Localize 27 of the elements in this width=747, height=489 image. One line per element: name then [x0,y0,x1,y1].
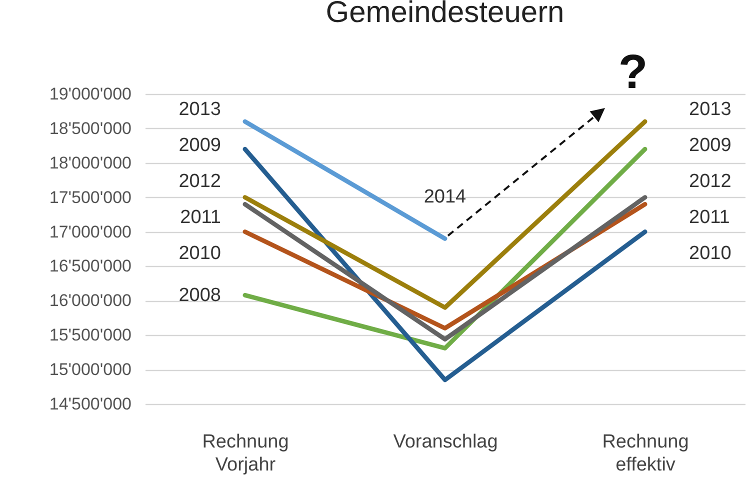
y-tick-label: 19'000'000 [49,84,132,104]
y-tick-label: 15'500'000 [49,326,132,345]
x-tick-label: Voranschlag [393,432,498,452]
annotation: 2010 [689,242,732,264]
y-tick-label: 17'000'000 [49,222,132,242]
annotation: 2009 [689,134,732,156]
annotation: 2009 [178,134,221,156]
chart-title: Gemeindesteuern [326,0,564,29]
annotation: 2013 [689,98,732,120]
y-tick-label: 18'000'000 [49,153,132,172]
annotation: 2012 [178,170,221,192]
y-tick-label: 18'500'000 [49,118,132,138]
y-tick-label: 15'000'000 [49,360,132,380]
y-tick-label: 17'500'000 [49,188,132,207]
y-tick-label: 16'000'000 [49,291,132,310]
annotation: 2011 [689,206,730,228]
x-tick-label: Rechnung Vorjahr [202,432,289,476]
annotation: ? [618,46,648,99]
annotation: 2008 [178,285,221,306]
annotation: 2011 [180,206,221,228]
annotation: 2010 [178,242,221,264]
y-tick-label: 14'500'000 [49,394,132,414]
annotation: 2013 [178,98,221,120]
annotation: 2014 [424,186,467,208]
x-tick-label: Rechnung effektiv [602,432,689,476]
y-tick-label: 16'500'000 [49,256,132,276]
annotation: 2012 [689,170,732,192]
